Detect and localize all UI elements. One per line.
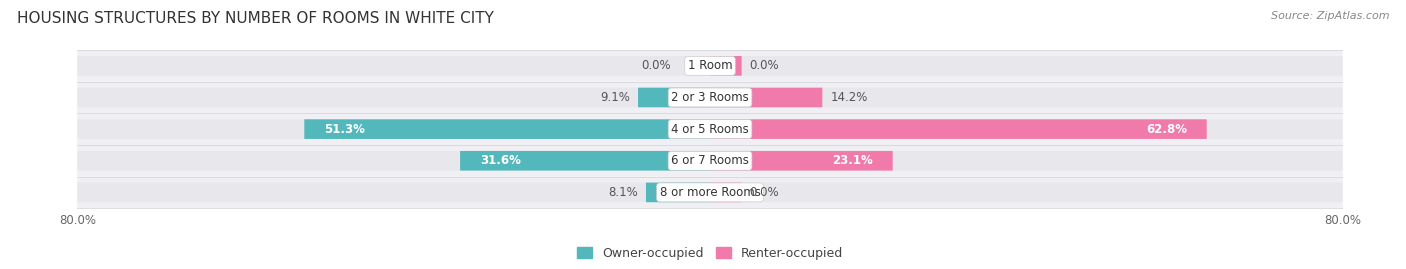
Text: 14.2%: 14.2% bbox=[830, 91, 868, 104]
FancyBboxPatch shape bbox=[77, 183, 1343, 202]
Text: 0.0%: 0.0% bbox=[749, 186, 779, 199]
Text: 6 or 7 Rooms: 6 or 7 Rooms bbox=[671, 154, 749, 167]
FancyBboxPatch shape bbox=[710, 88, 823, 107]
Text: 31.6%: 31.6% bbox=[479, 154, 520, 167]
FancyBboxPatch shape bbox=[304, 119, 710, 139]
Text: HOUSING STRUCTURES BY NUMBER OF ROOMS IN WHITE CITY: HOUSING STRUCTURES BY NUMBER OF ROOMS IN… bbox=[17, 11, 494, 26]
Text: 23.1%: 23.1% bbox=[832, 154, 873, 167]
FancyBboxPatch shape bbox=[77, 56, 1343, 76]
Text: 8 or more Rooms: 8 or more Rooms bbox=[659, 186, 761, 199]
Text: 0.0%: 0.0% bbox=[641, 59, 671, 72]
Text: Source: ZipAtlas.com: Source: ZipAtlas.com bbox=[1271, 11, 1389, 21]
Text: 62.8%: 62.8% bbox=[1146, 123, 1187, 136]
FancyBboxPatch shape bbox=[77, 119, 1343, 139]
FancyBboxPatch shape bbox=[460, 151, 710, 171]
FancyBboxPatch shape bbox=[77, 151, 1343, 171]
Text: 1 Room: 1 Room bbox=[688, 59, 733, 72]
FancyBboxPatch shape bbox=[638, 88, 710, 107]
FancyBboxPatch shape bbox=[710, 119, 1206, 139]
FancyBboxPatch shape bbox=[77, 145, 1343, 176]
FancyBboxPatch shape bbox=[710, 56, 742, 76]
Text: 2 or 3 Rooms: 2 or 3 Rooms bbox=[671, 91, 749, 104]
FancyBboxPatch shape bbox=[77, 113, 1343, 145]
Text: 8.1%: 8.1% bbox=[609, 186, 638, 199]
FancyBboxPatch shape bbox=[77, 176, 1343, 208]
Text: 51.3%: 51.3% bbox=[325, 123, 366, 136]
FancyBboxPatch shape bbox=[710, 183, 742, 202]
Text: 0.0%: 0.0% bbox=[749, 59, 779, 72]
Legend: Owner-occupied, Renter-occupied: Owner-occupied, Renter-occupied bbox=[572, 242, 848, 265]
Text: 4 or 5 Rooms: 4 or 5 Rooms bbox=[671, 123, 749, 136]
FancyBboxPatch shape bbox=[77, 82, 1343, 113]
FancyBboxPatch shape bbox=[645, 183, 710, 202]
FancyBboxPatch shape bbox=[77, 88, 1343, 107]
Text: 9.1%: 9.1% bbox=[600, 91, 630, 104]
FancyBboxPatch shape bbox=[77, 50, 1343, 82]
FancyBboxPatch shape bbox=[710, 151, 893, 171]
